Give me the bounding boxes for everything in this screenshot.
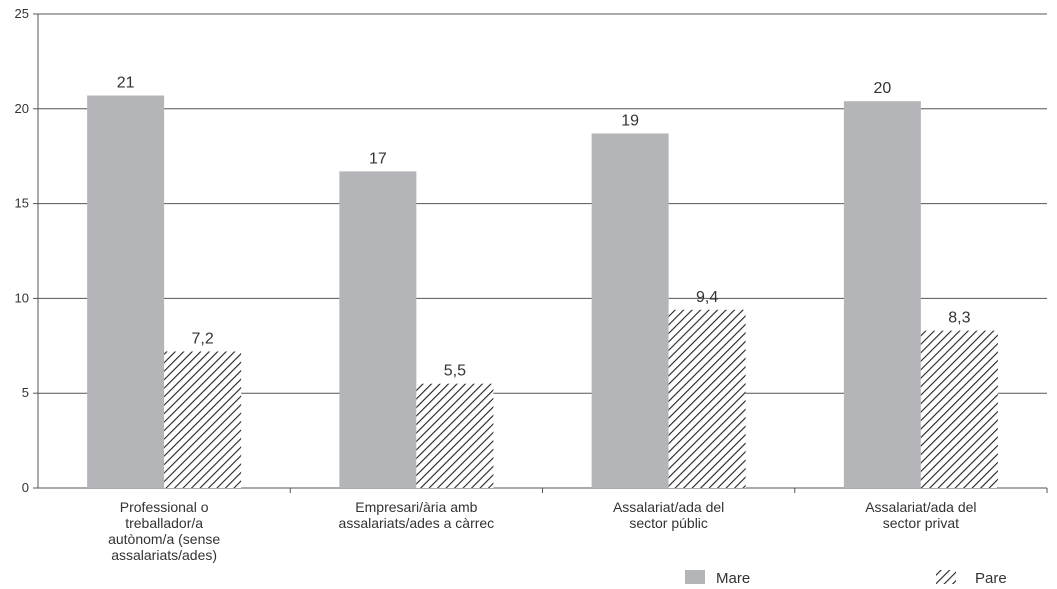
x-tick-label: sector privat	[883, 515, 959, 531]
legend: Mare Pare	[685, 570, 1007, 587]
bar-pare	[416, 383, 494, 488]
y-tick-label: 15	[15, 196, 29, 211]
bar-mare	[843, 101, 921, 488]
x-tick-label: Assalariat/ada del	[865, 499, 976, 515]
bar-pare	[164, 351, 242, 488]
bar-mare	[87, 95, 165, 488]
bars	[87, 95, 998, 489]
data-label: 17	[369, 150, 387, 167]
x-tick-label: Professional o	[120, 499, 209, 515]
legend-label-pare: Pare	[975, 570, 1007, 587]
bar-pare	[920, 330, 998, 488]
data-label: 8,3	[948, 310, 970, 327]
x-tick-label: treballador/a	[125, 515, 203, 531]
y-tick-label: 10	[15, 290, 29, 305]
y-tick-label: 0	[22, 480, 29, 495]
y-axis: 0 5 10 15 20 25	[15, 6, 1048, 495]
data-label: 5,5	[444, 363, 466, 380]
y-tick-label: 25	[15, 6, 29, 21]
x-tick-label: autònom/a (sense	[108, 531, 220, 547]
data-label: 9,4	[696, 289, 718, 306]
x-tick-label: Assalariat/ada del	[613, 499, 724, 515]
x-tick-label: assalariats/ades a càrrec	[339, 515, 495, 531]
data-label: 7,2	[192, 330, 214, 347]
bar-pare	[668, 309, 746, 488]
data-label: 19	[621, 112, 639, 129]
bar-mare	[339, 171, 417, 489]
data-labels: 21 7,2 17 5,5 19 9,4 20 8,3	[117, 75, 971, 380]
data-label: 20	[873, 80, 891, 97]
data-label: 21	[117, 75, 135, 92]
y-tick-label: 5	[22, 385, 29, 400]
x-tick-label: assalariats/ades)	[111, 547, 217, 563]
legend-swatch-pare	[936, 570, 956, 584]
x-tick-label: Empresari/ària amb	[355, 499, 477, 515]
y-tick-label: 20	[15, 101, 29, 116]
legend-swatch-mare	[685, 570, 705, 584]
legend-label-mare: Mare	[716, 570, 750, 587]
bar-mare	[591, 133, 669, 488]
x-tick-label: sector públic	[629, 515, 708, 531]
